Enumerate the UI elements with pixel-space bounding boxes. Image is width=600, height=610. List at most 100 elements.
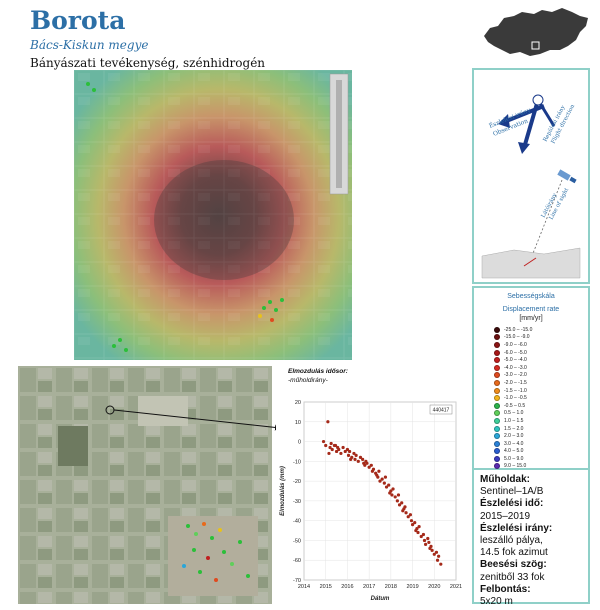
data-point (409, 519, 414, 523)
legend-item: 4.0 – 5.0 (494, 448, 588, 456)
map-scale-bar (329, 73, 349, 195)
data-point (341, 445, 345, 450)
x-tick-label: 2020 (428, 584, 440, 590)
data-point (395, 499, 399, 503)
legend-swatch (494, 417, 500, 424)
legend-item: -6.0 – -5.0 (494, 349, 588, 357)
data-point (403, 505, 407, 509)
data-point (400, 501, 404, 505)
legend-item: 1.0 – 1.5 (494, 417, 588, 425)
legend-item: -2.0 – -1.5 (494, 379, 588, 387)
data-point (321, 439, 326, 444)
data-point (383, 475, 388, 479)
legend-swatch (494, 379, 500, 386)
data-point (382, 481, 386, 485)
legend-item: -3.0 – -2.0 (494, 372, 588, 380)
data-point (410, 523, 415, 527)
data-point (354, 453, 358, 457)
data-point (434, 550, 439, 554)
legend-swatch (494, 402, 500, 409)
data-point (421, 532, 426, 537)
legend-label: -15.0 – -9.0 (504, 334, 530, 341)
legend-unit: [mm/yr] (519, 315, 543, 322)
data-point (388, 491, 392, 495)
satellites-value: Sentinel–1A/B (480, 486, 544, 498)
legend-swatch (494, 440, 500, 447)
legend-item: 3.0 – 4.0 (494, 440, 588, 448)
data-point (406, 515, 410, 519)
legend-title-hu: Sebességskála (507, 293, 555, 300)
period-label: Észlelési idő: (480, 498, 544, 510)
y-tick-label: -40 (293, 519, 301, 525)
legend-item: 0.5 – 1.0 (494, 410, 588, 418)
x-tick-label: 2014 (298, 584, 310, 590)
geometry-diagram: Észlelési irány Observation Repülési irá… (481, 94, 581, 279)
data-point (352, 451, 356, 456)
legend-label: -1.5 – -1.0 (504, 387, 527, 394)
timeseries-chart: Elmozdulás idősor: -műholdirány- 20 10 0 -1… (276, 366, 464, 604)
legend-label: 1.5 – 2.0 (504, 425, 524, 432)
legend-item: 1.5 – 2.0 (494, 425, 588, 433)
hungary-silhouette (484, 8, 588, 56)
data-point (330, 447, 334, 452)
data-point (346, 453, 351, 457)
legend-item: -9.0 – -6.0 (494, 341, 588, 349)
data-point (369, 463, 373, 467)
legend-label: -1.0 – -0.5 (504, 395, 527, 402)
data-point (414, 528, 418, 533)
hungary-locator-map (484, 8, 588, 56)
y-tick-label: -60 (293, 558, 301, 564)
y-tick-label: -50 (293, 538, 301, 544)
data-point (422, 538, 427, 543)
legend-label: -9.0 – -6.0 (504, 341, 527, 348)
direction-label: Észlelési irány: (480, 522, 553, 534)
x-tick-label: 2016 (341, 584, 353, 590)
data-point (424, 542, 428, 546)
data-point (356, 459, 360, 463)
data-point (413, 521, 417, 525)
chart-title: Elmozdulás idősor: (288, 368, 348, 375)
legend-swatch (494, 395, 500, 402)
data-point (375, 473, 379, 477)
resolution-value: 5x20 m (480, 596, 513, 608)
legend-swatch (494, 357, 500, 364)
legend-swatch (494, 448, 500, 455)
x-tick-label: 2021 (450, 584, 462, 590)
line-of-sight (527, 179, 563, 267)
legend-label: 2.0 – 3.0 (504, 433, 524, 440)
location-marker-box (531, 41, 540, 50)
satellite-icon (557, 169, 577, 184)
data-point (345, 447, 350, 452)
y-axis-label: Elmozdulás (mm) (280, 466, 286, 516)
data-point (417, 525, 421, 529)
data-point (437, 554, 441, 558)
ps-point-cluster (86, 82, 284, 352)
page-title: Borota (30, 6, 126, 35)
x-axis-label: Dátum (371, 596, 390, 602)
ground-surface (481, 247, 581, 279)
legend-item: -5.0 – -4.0 (494, 356, 588, 364)
data-point (432, 552, 436, 556)
y-tick-label: 0 (298, 440, 301, 446)
legend-swatch (494, 364, 500, 371)
legend-label: 9.0 – 15.0 (504, 463, 527, 470)
data-point (343, 449, 347, 454)
satellites-label: Műholdak: (480, 474, 530, 485)
legend-item: 2.0 – 3.0 (494, 432, 588, 440)
legend-swatch (494, 326, 500, 333)
legend-label: 3.0 – 4.0 (504, 440, 524, 447)
ps-points-village (182, 522, 250, 582)
data-point (367, 465, 371, 469)
legend-label: -6.0 – -5.0 (504, 349, 527, 356)
legend-item: -25.0 – -15.0 (494, 326, 588, 334)
geometry-panel: Észlelési irány Observation Repülési irá… (472, 68, 590, 284)
data-point (380, 477, 384, 481)
legend-item: -15.0 – -9.0 (494, 334, 588, 342)
legend-label: -25.0 – -15.0 (504, 326, 533, 333)
data-point (396, 493, 401, 497)
data-point (397, 503, 402, 507)
incidence-label: Beesési szög: (480, 559, 547, 571)
direction-value-1: leszálló pálya, (480, 535, 543, 547)
data-point (348, 449, 352, 454)
data-point (439, 562, 443, 566)
